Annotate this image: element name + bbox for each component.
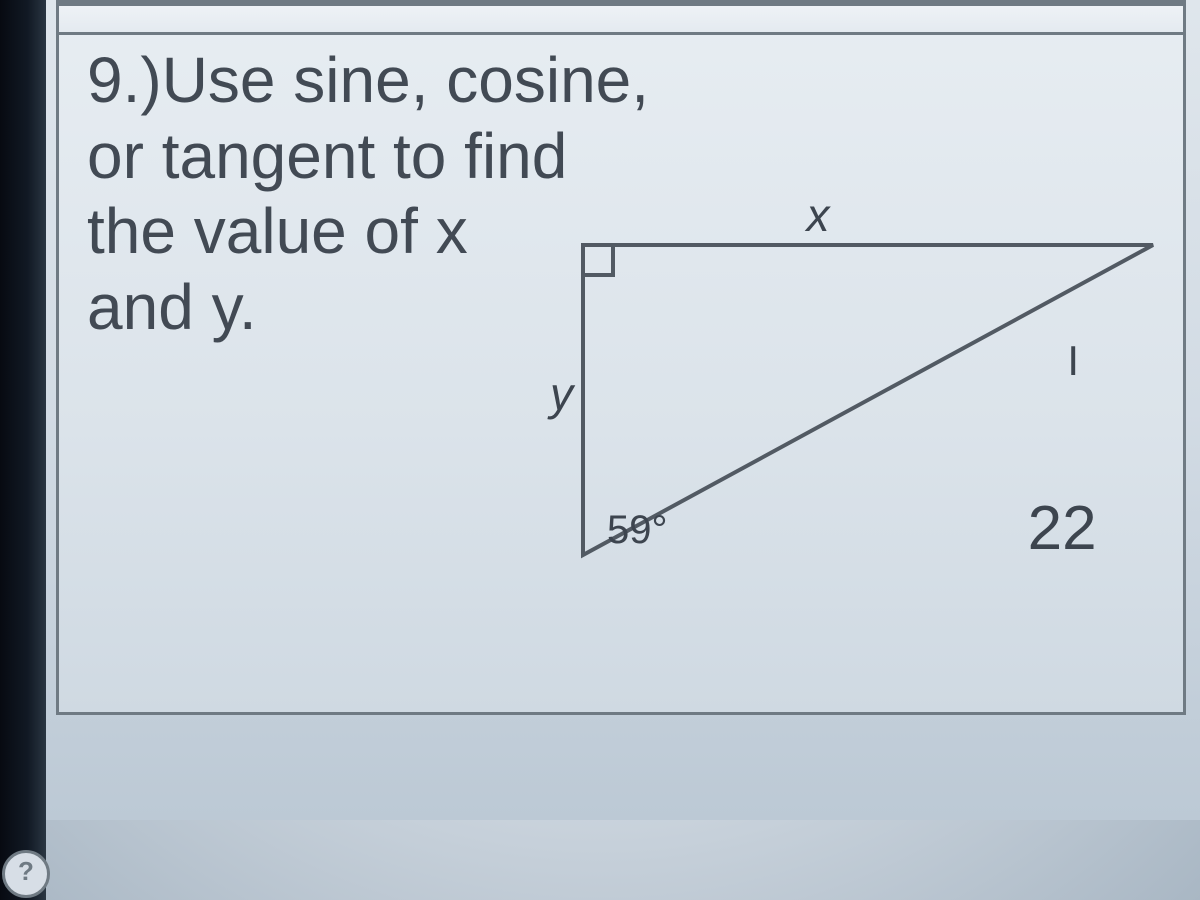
label-hypotenuse-22: 22 bbox=[1028, 494, 1097, 563]
help-icon-label: ? bbox=[18, 856, 34, 886]
photo-background: 9.)Use sine, cosine, or tangent to find … bbox=[0, 0, 1200, 900]
right-angle-marker bbox=[583, 245, 613, 275]
label-side-y: y bbox=[547, 368, 576, 420]
problem-line-1: Use sine, cosine, bbox=[162, 44, 649, 116]
label-handwritten-i: I bbox=[1067, 337, 1079, 384]
help-icon[interactable]: ? bbox=[2, 850, 50, 898]
monitor-bezel bbox=[0, 0, 46, 900]
problem-number: 9.) bbox=[87, 44, 162, 116]
triangle-svg: x y 59° 22 I bbox=[563, 225, 1163, 655]
triangle-figure: x y 59° 22 I bbox=[563, 225, 1163, 655]
card-body: 9.)Use sine, cosine, or tangent to find … bbox=[59, 35, 1183, 748]
label-side-x: x bbox=[805, 189, 832, 241]
problem-line-2: or tangent to find bbox=[87, 119, 727, 195]
label-angle-59: 59° bbox=[607, 508, 668, 552]
card-header-rule bbox=[59, 6, 1183, 35]
question-card: 9.)Use sine, cosine, or tangent to find … bbox=[56, 0, 1186, 715]
